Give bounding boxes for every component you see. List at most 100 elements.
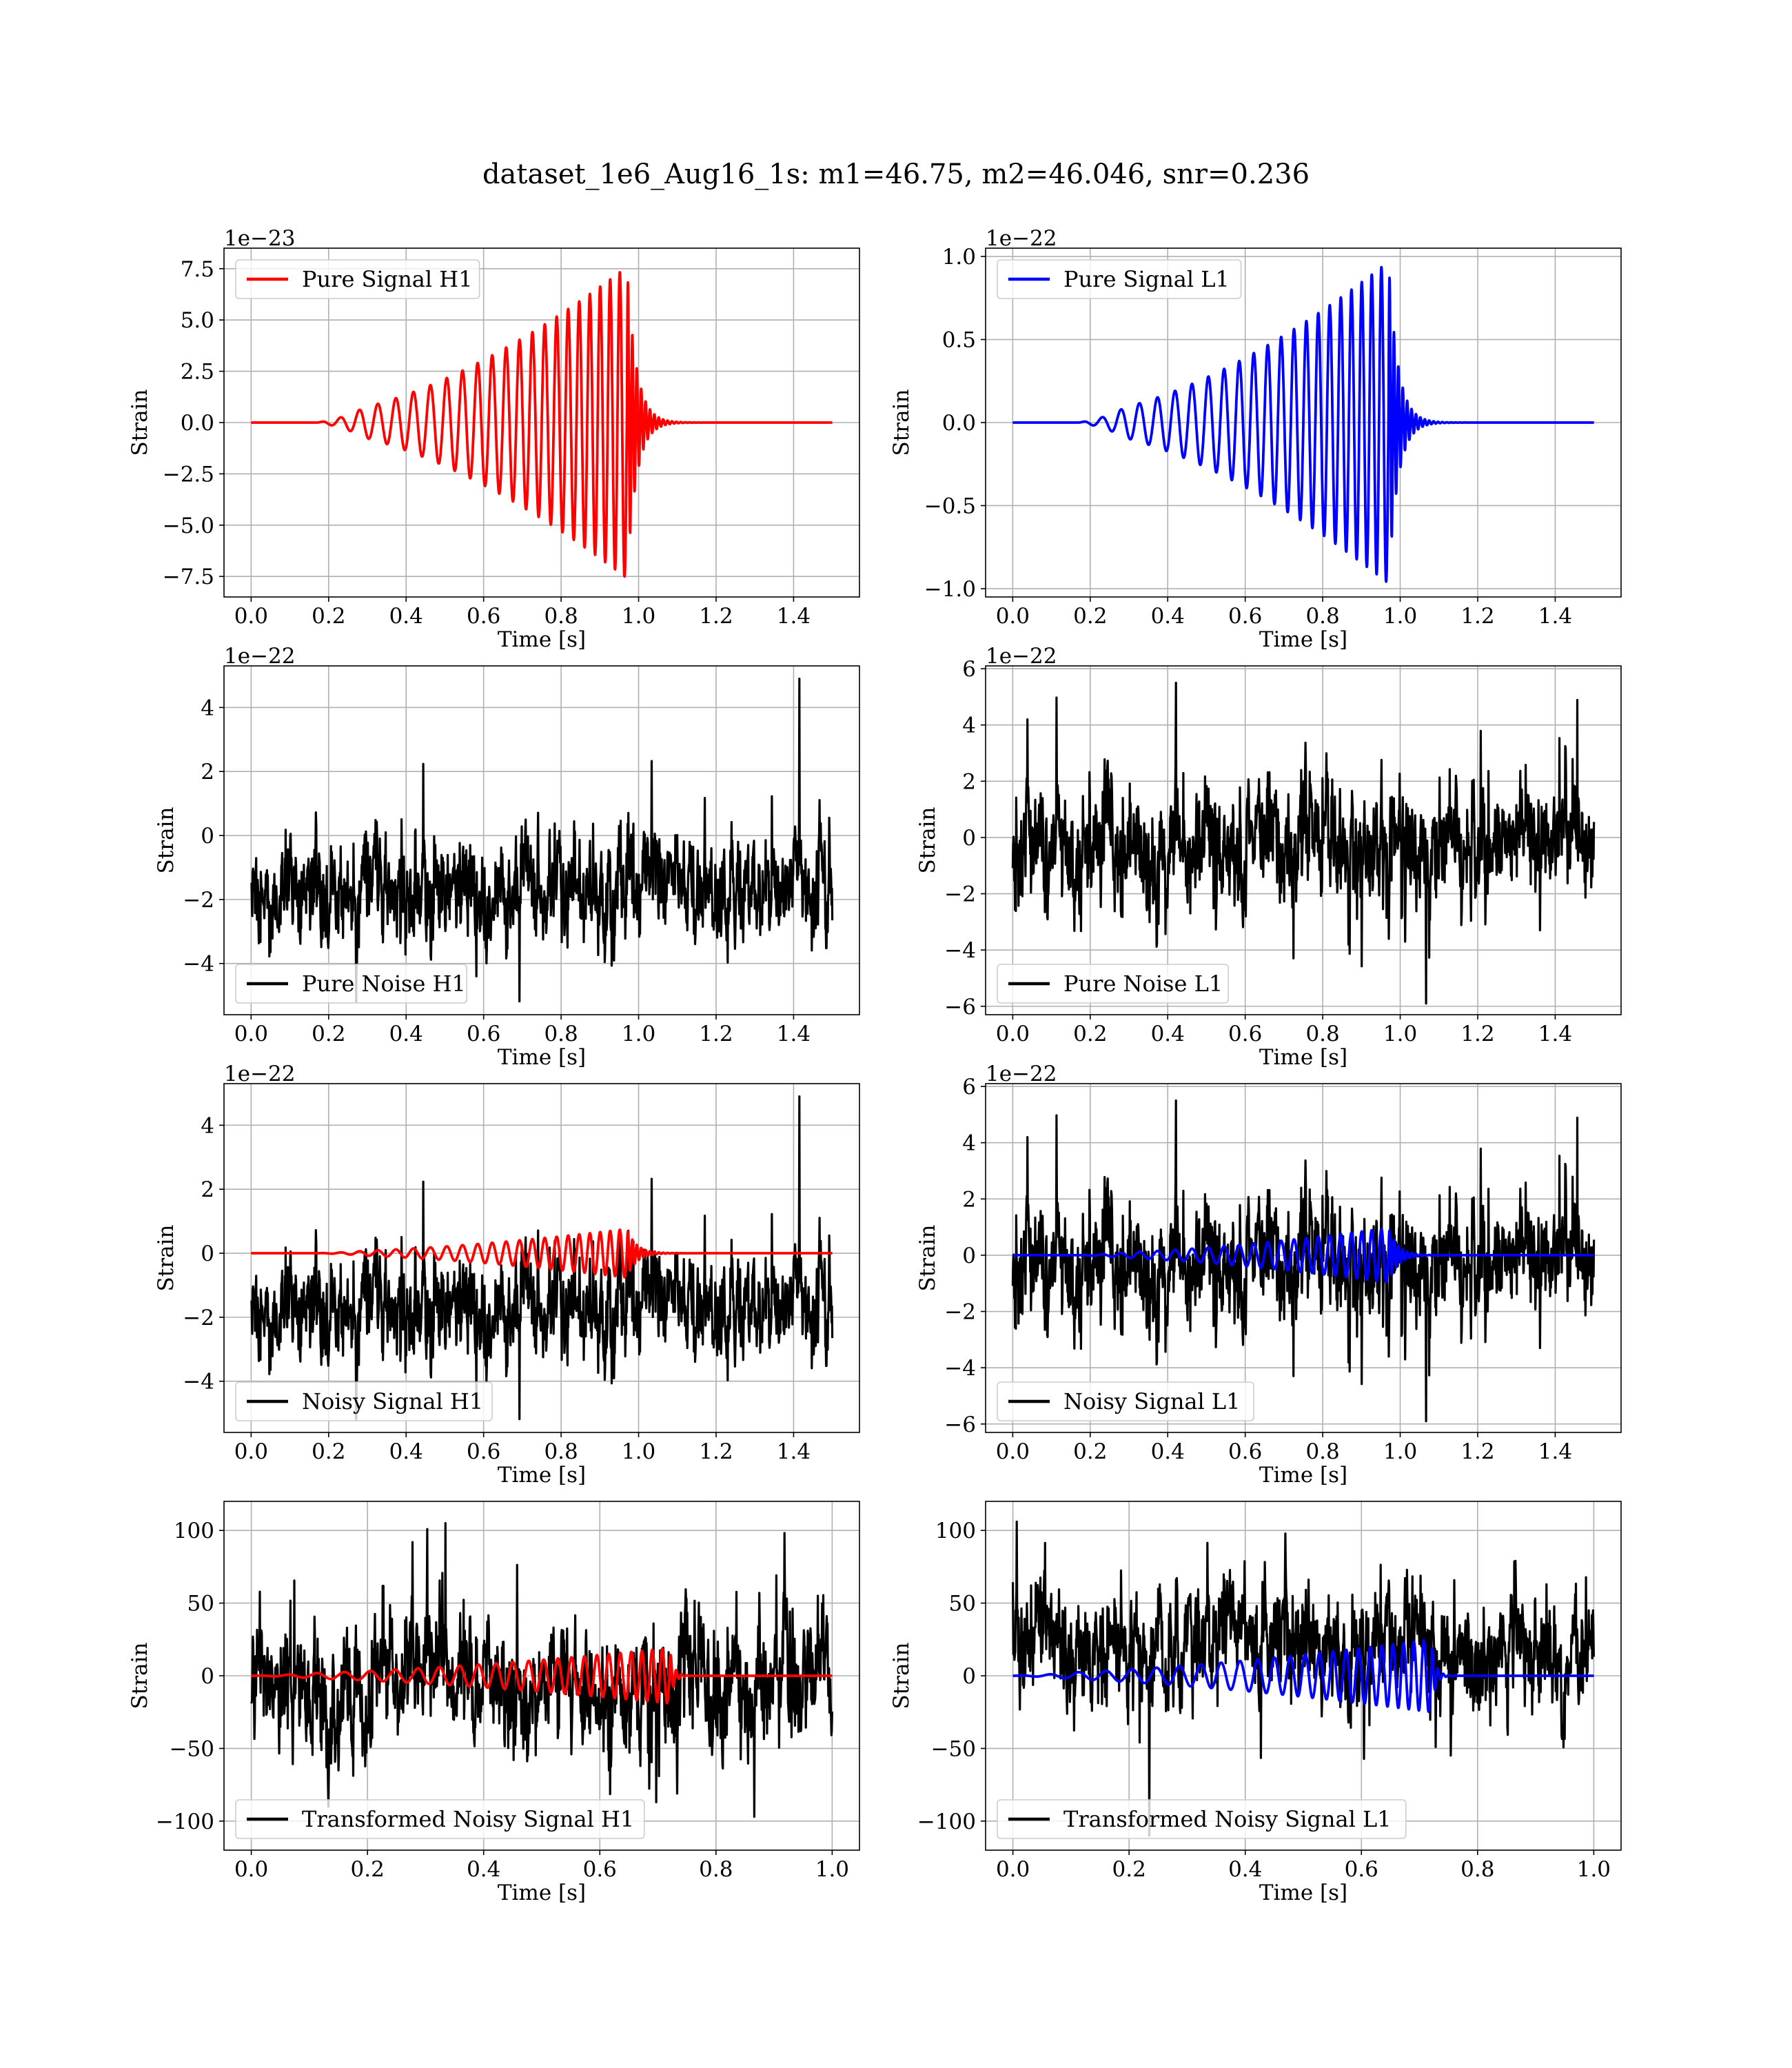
series-line-noise	[250, 1522, 833, 1818]
series-line-noise	[1012, 1520, 1595, 1837]
y-tick-label: 2	[201, 760, 214, 784]
x-tick-label: 0.6	[1345, 1857, 1378, 1882]
y-tick-label: 0	[962, 1244, 976, 1268]
legend-box	[235, 964, 468, 1004]
y-tick-label: −4	[944, 938, 976, 963]
legend-box	[997, 964, 1230, 1004]
x-tick-label: 0.2	[351, 1857, 385, 1882]
y-tick-label: −4	[944, 1356, 976, 1381]
y-tick-label: 4	[201, 1113, 214, 1138]
x-tick-label: 0.6	[583, 1857, 617, 1882]
x-tick-label: 0.8	[544, 1439, 578, 1464]
x-tick-label: 0.8	[1305, 1022, 1339, 1046]
axis-offset-text: 1e−22	[224, 644, 296, 669]
x-tick-label: 0.8	[699, 1857, 733, 1882]
x-tick-label: 1.2	[1460, 604, 1494, 629]
axes-frame	[985, 665, 1622, 1015]
legend-box	[235, 1799, 645, 1839]
y-tick-label: 7.5	[181, 257, 214, 282]
series-line-chirp	[1011, 265, 1596, 583]
y-tick-label: −50	[170, 1736, 214, 1761]
x-tick-label: 0.0	[996, 1439, 1030, 1464]
x-tick-label: 0.0	[996, 1022, 1030, 1046]
y-axis-label: Strain	[128, 389, 152, 456]
series-line-chirp	[250, 271, 834, 578]
series-group	[250, 678, 834, 1003]
legend-label: Pure Signal L1	[1063, 266, 1230, 292]
x-tick-label: 1.4	[1538, 1022, 1572, 1046]
x-tick-label: 1.0	[815, 1857, 849, 1882]
y-tick-label: 0.0	[942, 411, 976, 436]
legend: Pure Signal L1	[997, 259, 1242, 299]
y-axis-label: Strain	[889, 1643, 914, 1710]
x-axis-label: Time [s]	[498, 1463, 586, 1488]
x-tick-label: 0.4	[389, 604, 423, 629]
y-tick-label: −6	[944, 995, 976, 1020]
subplot-pure-signal-l1: 0.0 0.2 0.4 0.6 0.8 1.0 1.2 1.4 1.0 0.5 0.0 −0.5 −1.…	[889, 226, 1622, 652]
x-tick-label: 0.8	[1305, 1439, 1339, 1464]
axis-offset-text: 1e−22	[986, 1062, 1057, 1086]
x-tick-label: 0.0	[234, 1439, 268, 1464]
series-line-chirp	[250, 1228, 834, 1279]
y-tick-label: −7.5	[163, 565, 214, 589]
legend-label: Pure Noise H1	[302, 971, 466, 997]
x-tick-label: 0.2	[312, 604, 345, 629]
y-tick-label: −2	[944, 1300, 976, 1325]
y-tick-label: 1.0	[942, 245, 976, 270]
subplot-transformed-noisy-signal-h1: 0.0 0.2 0.4 0.6 0.8 1.0 100 50 0 −50 −100 Time [s] S…	[128, 1501, 860, 1905]
series-line-chirp	[1012, 1639, 1595, 1714]
series-group	[1011, 1099, 1596, 1423]
x-tick-label: 0.4	[389, 1439, 423, 1464]
x-tick-label: 0.4	[389, 1022, 423, 1046]
legend-label: Transformed Noisy Signal H1	[302, 1806, 634, 1832]
legend: Noisy Signal H1	[235, 1381, 493, 1421]
x-axis-label: Time [s]	[1259, 1881, 1347, 1905]
legend-box	[997, 259, 1242, 299]
y-tick-label: 50	[187, 1592, 214, 1616]
y-tick-label: 100	[174, 1519, 214, 1543]
axes-frame	[985, 1083, 1622, 1433]
y-tick-label: 6	[962, 1075, 976, 1099]
x-tick-label: 1.0	[1383, 604, 1417, 629]
x-tick-label: 1.0	[622, 1022, 655, 1046]
x-axis-label: Time [s]	[1259, 1045, 1347, 1070]
x-tick-label: 1.4	[1538, 604, 1572, 629]
y-tick-label: −0.5	[924, 494, 976, 518]
axis-offset-text: 1e−23	[224, 226, 296, 251]
y-tick-label: −2.5	[163, 462, 214, 487]
x-tick-label: 0.6	[1228, 1022, 1262, 1046]
legend: Pure Signal H1	[235, 259, 480, 299]
y-tick-label: 2	[962, 769, 976, 794]
x-tick-label: 0.6	[1228, 1439, 1262, 1464]
y-tick-label: 0	[962, 1664, 976, 1689]
x-tick-label: 1.0	[1383, 1022, 1417, 1046]
subplot-noisy-signal-h1: 0.0 0.2 0.4 0.6 0.8 1.0 1.2 1.4 4 2 0 −2 −4 Time [s] S…	[154, 1062, 860, 1488]
x-tick-label: 0.0	[234, 1857, 268, 1882]
series-line-noise	[250, 1095, 834, 1421]
x-tick-label: 0.8	[544, 1022, 578, 1046]
y-tick-label: 0.0	[181, 411, 214, 436]
y-tick-label: 0	[962, 826, 976, 851]
series-group	[250, 1522, 833, 1818]
y-axis-label: Strain	[154, 807, 179, 874]
y-tick-label: 50	[949, 1592, 976, 1616]
axes-frame	[223, 665, 860, 1015]
subplot-grid: 0.0 0.2 0.4 0.6 0.8 1.0 1.2 1.4 7.5 5.0 2.5 0.0 −2.5…	[128, 226, 1622, 1905]
x-tick-label: 1.2	[1460, 1439, 1494, 1464]
y-tick-label: 2	[201, 1177, 214, 1202]
legend-box	[235, 1381, 493, 1421]
series-line-noise	[250, 678, 834, 1003]
x-tick-label: 0.4	[467, 1857, 500, 1882]
y-tick-label: −5.0	[163, 514, 214, 538]
subplot-pure-noise-h1: 0.0 0.2 0.4 0.6 0.8 1.0 1.2 1.4 4 2 0 −2 −4 Time [s] S…	[154, 644, 860, 1070]
y-tick-label: −1.0	[924, 577, 976, 602]
x-axis-label: Time [s]	[498, 1881, 586, 1905]
x-axis-label: Time [s]	[1259, 627, 1347, 652]
x-axis-label: Time [s]	[498, 1045, 586, 1070]
x-tick-label: 0.6	[467, 1439, 500, 1464]
x-tick-label: 0.2	[1073, 604, 1107, 629]
y-axis-label: Strain	[915, 807, 940, 874]
x-tick-label: 0.4	[1228, 1857, 1262, 1882]
y-tick-label: 2.5	[181, 360, 214, 385]
